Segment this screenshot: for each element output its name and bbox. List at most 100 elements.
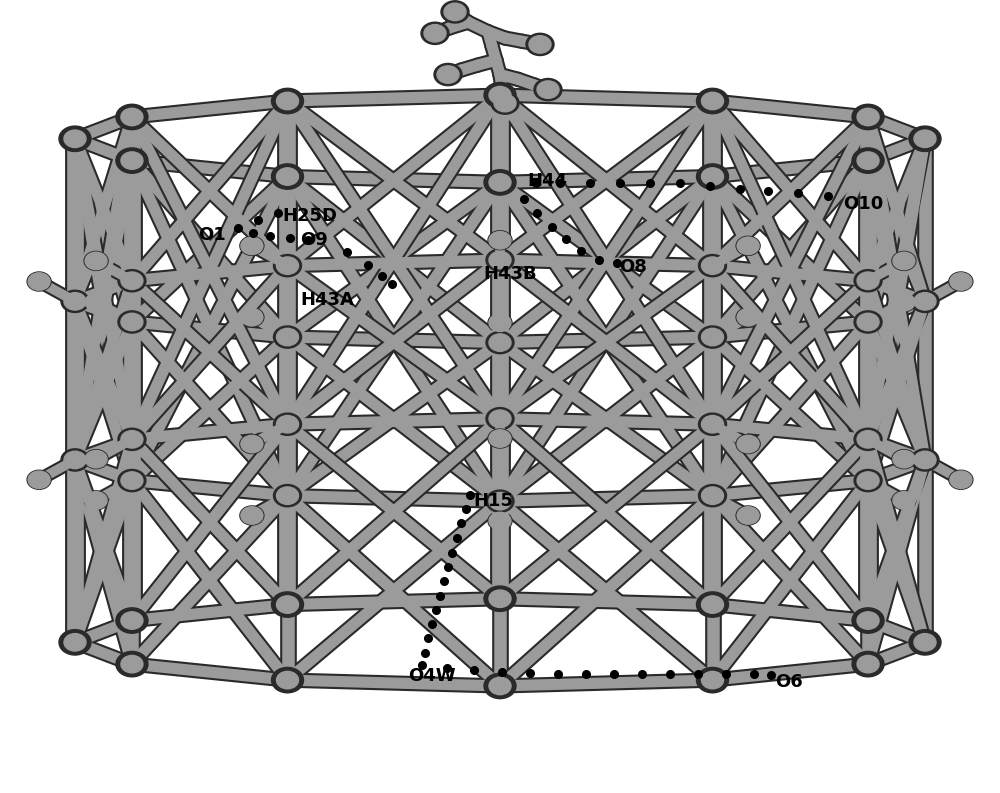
Circle shape <box>274 326 302 348</box>
Circle shape <box>950 273 972 290</box>
Circle shape <box>59 630 91 655</box>
Circle shape <box>854 428 882 450</box>
Circle shape <box>914 293 936 310</box>
Circle shape <box>950 471 972 488</box>
Circle shape <box>857 472 879 489</box>
Circle shape <box>489 334 511 351</box>
Circle shape <box>702 168 724 186</box>
Circle shape <box>240 506 264 525</box>
Circle shape <box>892 450 916 469</box>
Text: H25D: H25D <box>282 207 337 224</box>
Circle shape <box>488 511 512 531</box>
Circle shape <box>277 487 299 504</box>
Circle shape <box>272 668 304 693</box>
Circle shape <box>489 590 511 607</box>
Circle shape <box>852 652 884 676</box>
Circle shape <box>121 272 143 289</box>
Circle shape <box>486 331 514 354</box>
Circle shape <box>61 449 89 471</box>
Circle shape <box>489 251 511 269</box>
Circle shape <box>893 293 915 311</box>
Text: H43B: H43B <box>483 265 537 282</box>
Circle shape <box>489 86 511 104</box>
Circle shape <box>857 313 879 331</box>
Circle shape <box>914 451 936 469</box>
Text: H15: H15 <box>473 492 513 510</box>
Circle shape <box>84 491 108 510</box>
Circle shape <box>116 105 148 130</box>
Circle shape <box>697 668 729 693</box>
Circle shape <box>701 257 723 274</box>
Circle shape <box>699 485 727 507</box>
Circle shape <box>240 308 264 327</box>
Circle shape <box>698 413 726 435</box>
Circle shape <box>444 3 466 21</box>
Circle shape <box>701 416 723 433</box>
Circle shape <box>854 270 882 292</box>
Circle shape <box>121 152 143 169</box>
Circle shape <box>437 66 459 83</box>
Circle shape <box>488 313 512 332</box>
Circle shape <box>241 308 263 326</box>
Circle shape <box>276 92 298 109</box>
Circle shape <box>484 586 516 611</box>
Circle shape <box>489 677 511 695</box>
Circle shape <box>61 290 89 312</box>
Circle shape <box>64 634 86 651</box>
Circle shape <box>276 257 298 274</box>
Circle shape <box>736 435 760 454</box>
Circle shape <box>857 655 879 672</box>
Circle shape <box>64 451 86 469</box>
Circle shape <box>494 94 516 112</box>
Circle shape <box>737 507 759 524</box>
Circle shape <box>857 109 879 126</box>
Circle shape <box>702 487 724 504</box>
Circle shape <box>121 109 143 126</box>
Circle shape <box>484 170 516 195</box>
Circle shape <box>892 491 916 510</box>
Circle shape <box>701 596 723 613</box>
Circle shape <box>537 81 559 98</box>
Circle shape <box>276 596 298 613</box>
Circle shape <box>909 630 941 655</box>
Circle shape <box>489 232 511 249</box>
Circle shape <box>27 470 51 489</box>
Circle shape <box>424 25 446 42</box>
Circle shape <box>421 22 449 44</box>
Circle shape <box>488 429 512 448</box>
Circle shape <box>857 272 879 289</box>
Circle shape <box>84 251 108 270</box>
Circle shape <box>59 126 91 151</box>
Circle shape <box>121 431 143 448</box>
Text: H43A: H43A <box>300 291 354 308</box>
Circle shape <box>696 592 728 617</box>
Circle shape <box>116 147 148 173</box>
Circle shape <box>241 507 263 524</box>
Circle shape <box>84 293 108 312</box>
Circle shape <box>893 252 915 270</box>
Circle shape <box>857 612 879 630</box>
Circle shape <box>486 408 514 430</box>
Circle shape <box>116 607 148 633</box>
Circle shape <box>857 152 879 169</box>
Circle shape <box>484 82 516 108</box>
Circle shape <box>854 311 882 333</box>
Circle shape <box>116 652 148 677</box>
Text: O6: O6 <box>775 673 803 691</box>
Circle shape <box>64 130 86 147</box>
Circle shape <box>27 272 51 291</box>
Circle shape <box>118 469 146 492</box>
Circle shape <box>949 272 973 291</box>
Circle shape <box>701 92 723 109</box>
Circle shape <box>273 413 301 435</box>
Circle shape <box>277 672 299 689</box>
Circle shape <box>857 431 879 448</box>
Circle shape <box>484 673 516 699</box>
Circle shape <box>914 130 936 147</box>
Circle shape <box>118 270 146 292</box>
Circle shape <box>274 485 302 507</box>
Circle shape <box>852 607 884 633</box>
Circle shape <box>702 672 724 689</box>
Circle shape <box>491 92 519 114</box>
Text: O10: O10 <box>843 195 883 213</box>
